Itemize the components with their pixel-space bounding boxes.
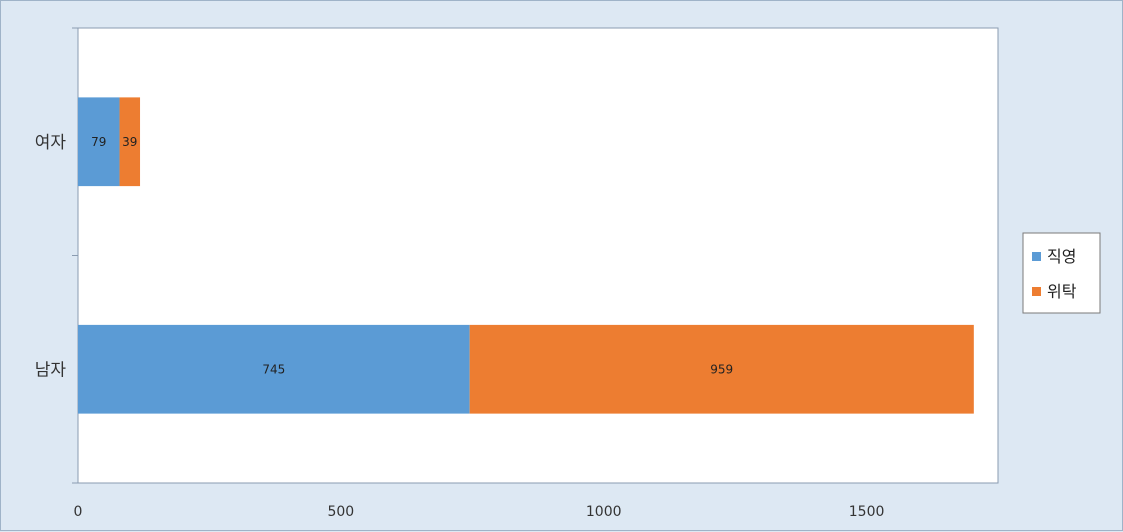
plot-area xyxy=(77,27,999,484)
bar-witak-1 xyxy=(469,324,974,414)
legend-label-0: 직영 xyxy=(1047,247,1076,266)
legend-swatch-0 xyxy=(1032,252,1041,261)
data-label-0-1: 745 xyxy=(262,362,285,376)
category-label-0: 여자 xyxy=(35,133,67,153)
bar-witak-0 xyxy=(119,97,141,187)
x-tick-label-3: 1500 xyxy=(849,504,885,520)
data-label-1-1: 959 xyxy=(710,362,733,376)
bar-jikyeong-1 xyxy=(78,324,470,414)
bars-layer xyxy=(78,97,974,414)
legend-box xyxy=(1022,232,1101,314)
labels-layer: 79 39 745 959 xyxy=(91,135,733,377)
bar-jikyeong-0 xyxy=(78,97,120,187)
data-label-0-0: 79 xyxy=(91,135,106,149)
legend-swatch-1 xyxy=(1032,287,1041,296)
x-tick-label-2: 1000 xyxy=(586,504,622,520)
legend-label-1: 위탁 xyxy=(1047,282,1077,301)
category-label-1: 남자 xyxy=(35,360,67,380)
data-label-1-0: 39 xyxy=(122,135,137,149)
x-tick-label-0: 0 xyxy=(74,504,83,520)
x-tick-label-1: 500 xyxy=(327,504,354,520)
